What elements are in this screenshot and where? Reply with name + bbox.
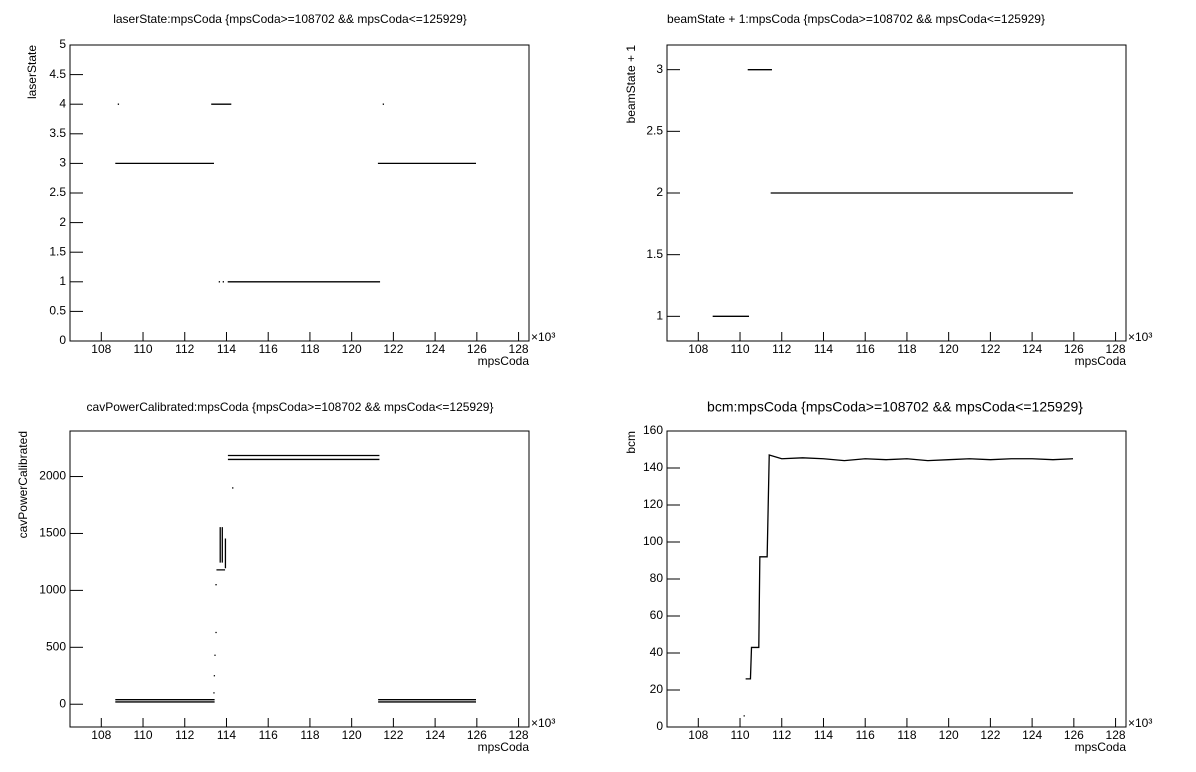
x-tick-label: 118 — [897, 342, 916, 356]
chart-title: beamState + 1:mpsCoda {mpsCoda>=108702 &… — [667, 12, 1045, 26]
y-tick-label: 4.5 — [49, 67, 66, 81]
x-tick-label: 128 — [1106, 342, 1126, 356]
y-tick-label: 1000 — [39, 583, 66, 597]
x-tick-label: 108 — [688, 342, 708, 356]
y-axis-title: bcm — [624, 431, 638, 454]
x-tick-label: 122 — [383, 342, 403, 356]
y-tick-label: 1.5 — [646, 247, 663, 261]
x-multiplier: ×10³ — [1128, 330, 1152, 344]
y-tick-label: 40 — [650, 645, 664, 659]
x-tick-label: 116 — [259, 728, 278, 742]
x-multiplier: ×10³ — [1128, 716, 1152, 730]
y-tick-label: 3.5 — [49, 126, 66, 140]
y-tick-label: 2.5 — [646, 124, 663, 138]
x-tick-label: 124 — [1022, 342, 1042, 356]
y-tick-label: 0.5 — [49, 304, 66, 318]
plot-frame — [69, 430, 530, 728]
x-tick-label: 114 — [814, 342, 833, 356]
x-tick-label: 116 — [259, 342, 278, 356]
x-tick-label: 112 — [772, 728, 791, 742]
y-tick-label: 5 — [59, 37, 66, 51]
x-tick-label: 120 — [342, 342, 362, 356]
x-tick-label: 118 — [300, 728, 319, 742]
x-axis-title: mpsCoda — [478, 740, 530, 754]
x-tick-label: 108 — [688, 728, 708, 742]
x-tick-label: 128 — [509, 728, 529, 742]
x-multiplier: ×10³ — [531, 716, 555, 730]
x-tick-label: 110 — [133, 728, 152, 742]
y-axis-title: cavPowerCalibrated — [16, 431, 30, 538]
y-tick-label: 4 — [59, 96, 66, 110]
y-tick-label: 2000 — [39, 469, 66, 483]
x-tick-label: 112 — [772, 342, 791, 356]
x-axis-title: mpsCoda — [1075, 740, 1127, 754]
y-tick-label: 2 — [59, 215, 66, 229]
x-tick-label: 118 — [897, 728, 916, 742]
x-tick-label: 112 — [175, 728, 194, 742]
x-tick-label: 118 — [300, 342, 319, 356]
plot-frame — [69, 44, 530, 342]
x-tick-label: 114 — [217, 728, 236, 742]
y-tick-label: 3 — [656, 62, 663, 76]
y-axis-title: beamState + 1 — [624, 45, 638, 124]
x-tick-label: 128 — [1106, 728, 1126, 742]
y-tick-label: 1 — [59, 274, 66, 288]
x-tick-label: 120 — [939, 728, 959, 742]
x-tick-label: 110 — [730, 728, 749, 742]
x-axis-title: mpsCoda — [478, 354, 530, 368]
x-tick-label: 126 — [1064, 342, 1084, 356]
y-tick-label: 1500 — [39, 526, 66, 540]
x-tick-label: 110 — [730, 342, 749, 356]
y-tick-label: 100 — [643, 534, 663, 548]
data-line — [115, 454, 477, 703]
y-tick-label: 3 — [59, 156, 66, 170]
x-multiplier: ×10³ — [531, 330, 555, 344]
y-tick-label: 1.5 — [49, 244, 66, 258]
y-tick-label: 500 — [46, 639, 66, 653]
y-tick-label: 2 — [656, 185, 663, 199]
y-tick-label: 1 — [656, 309, 663, 323]
y-tick-label: 0 — [59, 696, 66, 710]
x-tick-label: 108 — [91, 728, 111, 742]
x-tick-label: 124 — [1022, 728, 1042, 742]
x-tick-label: 120 — [939, 342, 959, 356]
x-tick-label: 112 — [175, 342, 194, 356]
x-tick-label: 116 — [856, 342, 875, 356]
x-tick-label: 122 — [383, 728, 403, 742]
x-tick-label: 116 — [856, 728, 875, 742]
y-tick-label: 0 — [656, 719, 663, 733]
x-tick-label: 126 — [467, 342, 487, 356]
chart-title: cavPowerCalibrated:mpsCoda {mpsCoda>=108… — [87, 400, 494, 414]
x-tick-label: 126 — [1064, 728, 1084, 742]
chart-title: bcm:mpsCoda {mpsCoda>=108702 && mpsCoda<… — [707, 399, 1083, 415]
y-tick-label: 20 — [650, 682, 664, 696]
y-tick-label: 60 — [650, 608, 664, 622]
x-tick-label: 124 — [425, 728, 445, 742]
plot-frame — [666, 430, 1127, 728]
chart-title: laserState:mpsCoda {mpsCoda>=108702 && m… — [113, 12, 467, 26]
y-tick-label: 140 — [643, 460, 663, 474]
y-tick-label: 0 — [59, 333, 66, 347]
y-axis-title: laserState — [25, 45, 39, 99]
y-tick-label: 160 — [643, 423, 663, 437]
x-tick-label: 108 — [91, 342, 111, 356]
x-axis-title: mpsCoda — [1075, 354, 1127, 368]
x-tick-label: 122 — [980, 342, 1000, 356]
x-tick-label: 126 — [467, 728, 487, 742]
x-tick-label: 114 — [217, 342, 236, 356]
y-tick-label: 80 — [650, 571, 664, 585]
x-tick-label: 120 — [342, 728, 362, 742]
x-tick-label: 110 — [133, 342, 152, 356]
x-tick-label: 124 — [425, 342, 445, 356]
x-tick-label: 122 — [980, 728, 1000, 742]
data-line — [115, 103, 477, 283]
x-tick-label: 128 — [509, 342, 529, 356]
y-tick-label: 120 — [643, 497, 663, 511]
x-tick-label: 114 — [814, 728, 833, 742]
data-line — [743, 454, 1074, 717]
data-line — [712, 69, 1074, 317]
y-tick-label: 2.5 — [49, 185, 66, 199]
